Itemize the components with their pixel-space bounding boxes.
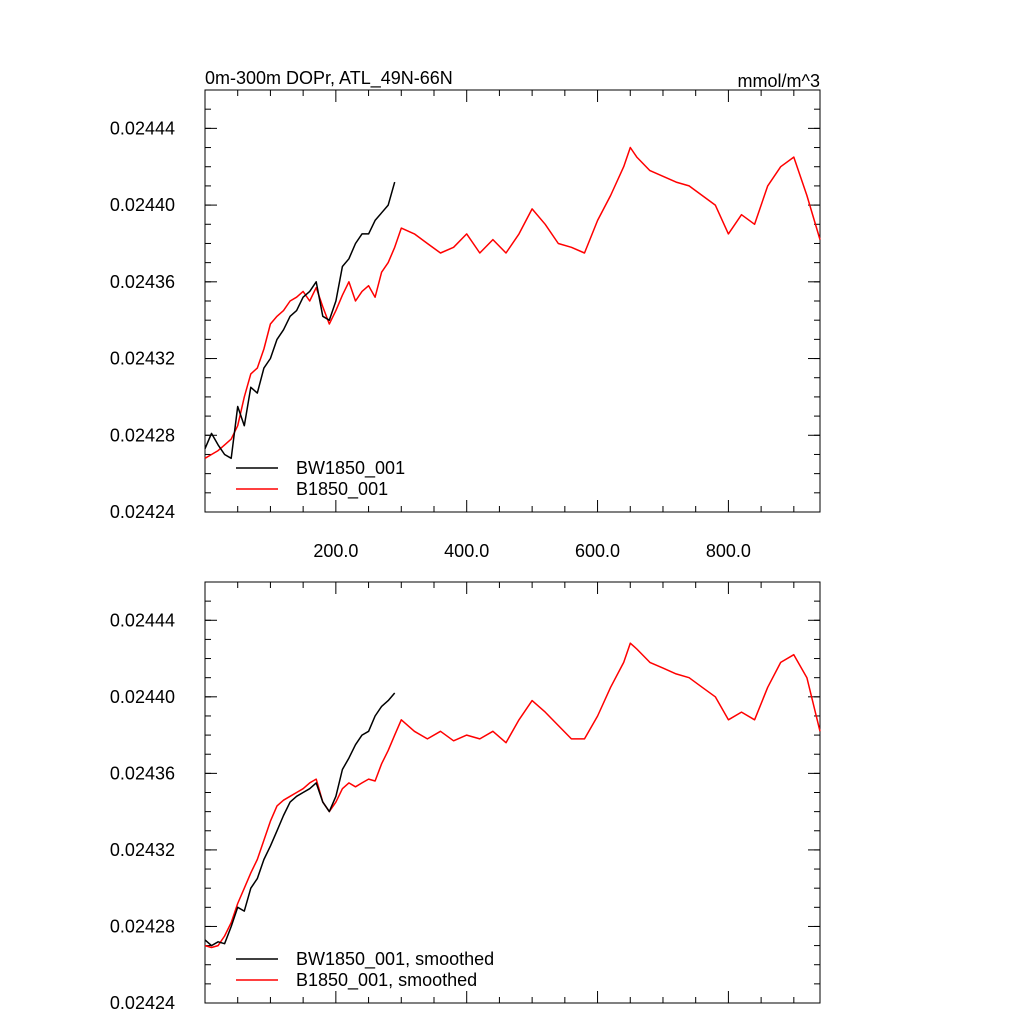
plot-frame (204, 89, 821, 513)
y-tick-label: 0.02424 (110, 502, 175, 522)
x-tick-label: 400.0 (444, 541, 489, 561)
x-tick-label: 600.0 (575, 541, 620, 561)
y-tick-label: 0.02436 (110, 272, 175, 292)
y-tick-label: 0.02432 (110, 840, 175, 860)
legend-label: B1850_001 (296, 479, 388, 500)
y-tick-label: 0.02428 (110, 425, 175, 445)
y-tick-label: 0.02444 (110, 610, 175, 630)
series-line-1 (204, 642, 821, 949)
y-tick-label: 0.02428 (110, 916, 175, 936)
y-tick-label: 0.02432 (110, 349, 175, 369)
series-line-1 (204, 146, 821, 459)
y-tick-label: 0.02444 (110, 118, 175, 138)
series-line-0 (204, 181, 396, 460)
y-tick-label: 0.02440 (110, 687, 175, 707)
chart-title: 0m-300m DOPr, ATL_49N-66N (205, 68, 453, 89)
legend-label: BW1850_001 (296, 458, 405, 479)
y-tick-label: 0.02436 (110, 763, 175, 783)
bottom-panel: 0.02424 0.02428 0.02432 0.02436 0.02440 0.024… (110, 581, 821, 1013)
series-line-0 (204, 692, 396, 947)
legend-label: BW1850_001, smoothed (296, 949, 494, 970)
legend-label: B1850_001, smoothed (296, 970, 477, 991)
y-tick-label: 0.02440 (110, 195, 175, 215)
units-label: mmol/m^3 (738, 71, 820, 91)
y-tick-label: 0.02424 (110, 993, 175, 1013)
x-tick-label: 200.0 (313, 541, 358, 561)
top-panel: 0m-300m DOPr, ATL_49N-66N mmol/m^3 0.024… (110, 68, 821, 561)
x-tick-label: 800.0 (706, 541, 751, 561)
